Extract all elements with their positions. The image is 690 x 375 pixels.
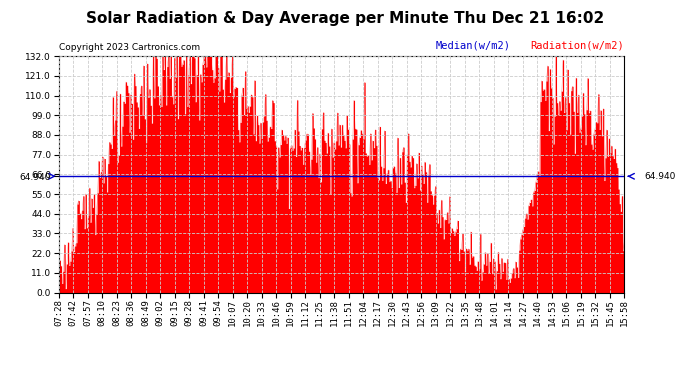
Text: Median(w/m2): Median(w/m2) [435,40,511,51]
Text: Solar Radiation & Day Average per Minute Thu Dec 21 16:02: Solar Radiation & Day Average per Minute… [86,11,604,26]
Text: Copyright 2023 Cartronics.com: Copyright 2023 Cartronics.com [59,44,200,52]
Text: 64.940: 64.940 [644,172,676,181]
Text: Radiation(w/m2): Radiation(w/m2) [531,40,624,51]
